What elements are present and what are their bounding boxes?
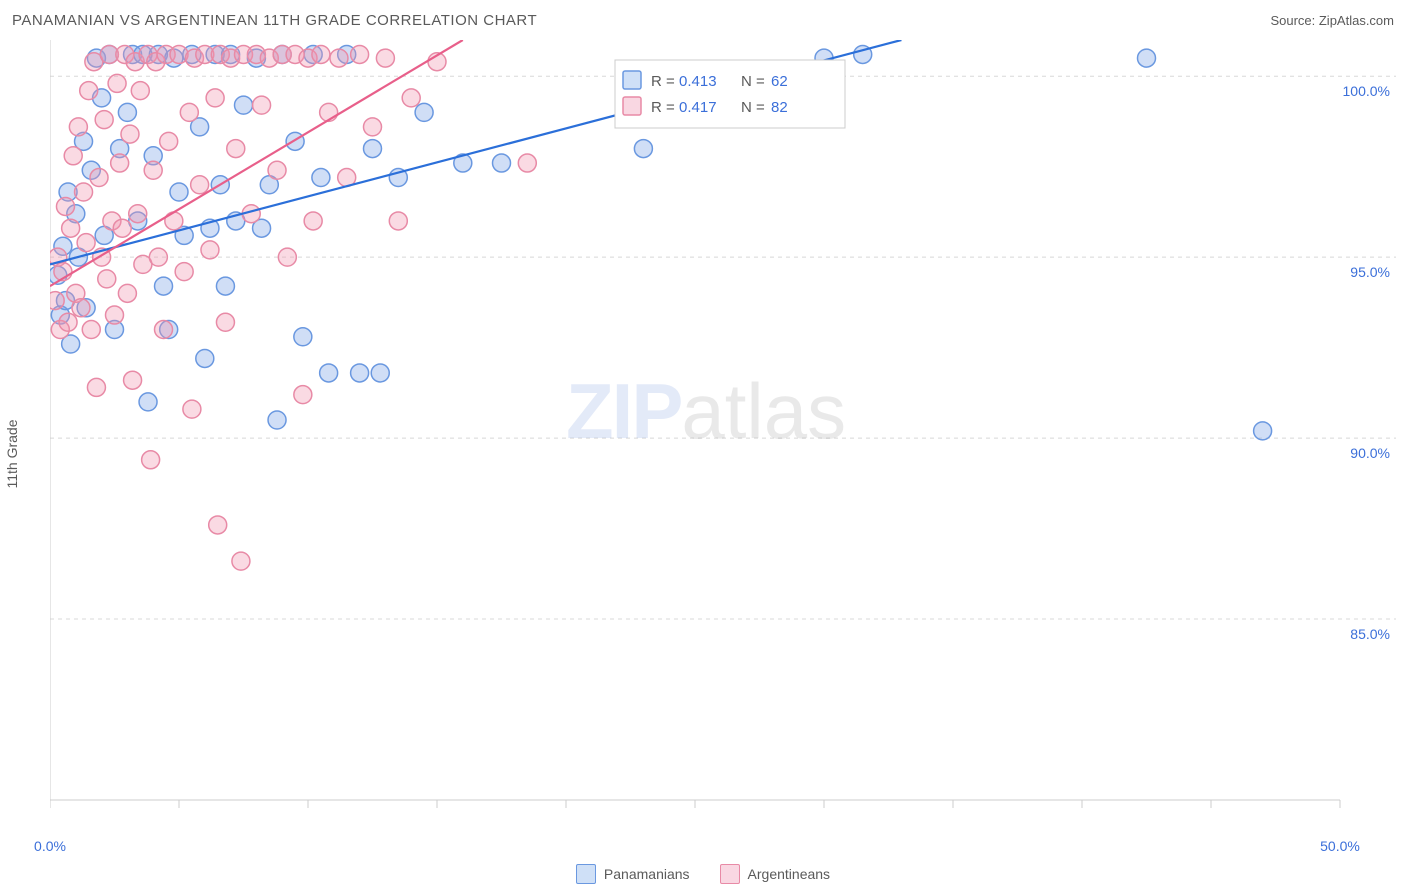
legend-label-argentineans: Argentineans	[748, 866, 831, 882]
svg-text:N =: N =	[741, 99, 765, 116]
svg-text:90.0%: 90.0%	[1350, 445, 1390, 461]
bottom-legend: Panamanians Argentineans	[0, 864, 1406, 884]
svg-text:82: 82	[771, 99, 788, 116]
svg-text:100.0%: 100.0%	[1343, 83, 1390, 99]
svg-text:62: 62	[771, 73, 788, 90]
svg-text:85.0%: 85.0%	[1350, 626, 1390, 642]
scatter-chart: 85.0%90.0%95.0%100.0%R = 0.413N = 62R = …	[50, 40, 1396, 832]
plot-area: 85.0%90.0%95.0%100.0%R = 0.413N = 62R = …	[50, 40, 1396, 832]
legend-label-panamanians: Panamanians	[604, 866, 690, 882]
swatch-argentineans	[720, 864, 740, 884]
svg-text:0.413: 0.413	[679, 73, 717, 90]
legend-item-argentineans: Argentineans	[720, 864, 831, 884]
svg-text:R =: R =	[651, 99, 675, 116]
swatch-panamanians	[576, 864, 596, 884]
source-value: ZipAtlas.com	[1319, 13, 1394, 28]
legend-item-panamanians: Panamanians	[576, 864, 690, 884]
x-tick-labels: 0.0%50.0%	[50, 838, 1396, 858]
svg-text:0.417: 0.417	[679, 99, 717, 116]
chart-title: PANAMANIAN VS ARGENTINEAN 11TH GRADE COR…	[12, 12, 537, 29]
header: PANAMANIAN VS ARGENTINEAN 11TH GRADE COR…	[0, 0, 1406, 40]
x-tick-label: 0.0%	[34, 838, 66, 854]
svg-text:R =: R =	[651, 73, 675, 90]
svg-text:N =: N =	[741, 73, 765, 90]
svg-text:95.0%: 95.0%	[1350, 264, 1390, 280]
y-axis-label: 11th Grade	[4, 419, 20, 488]
source-label: Source:	[1270, 13, 1318, 28]
source-credit: Source: ZipAtlas.com	[1270, 13, 1394, 28]
x-tick-label: 50.0%	[1320, 838, 1360, 854]
